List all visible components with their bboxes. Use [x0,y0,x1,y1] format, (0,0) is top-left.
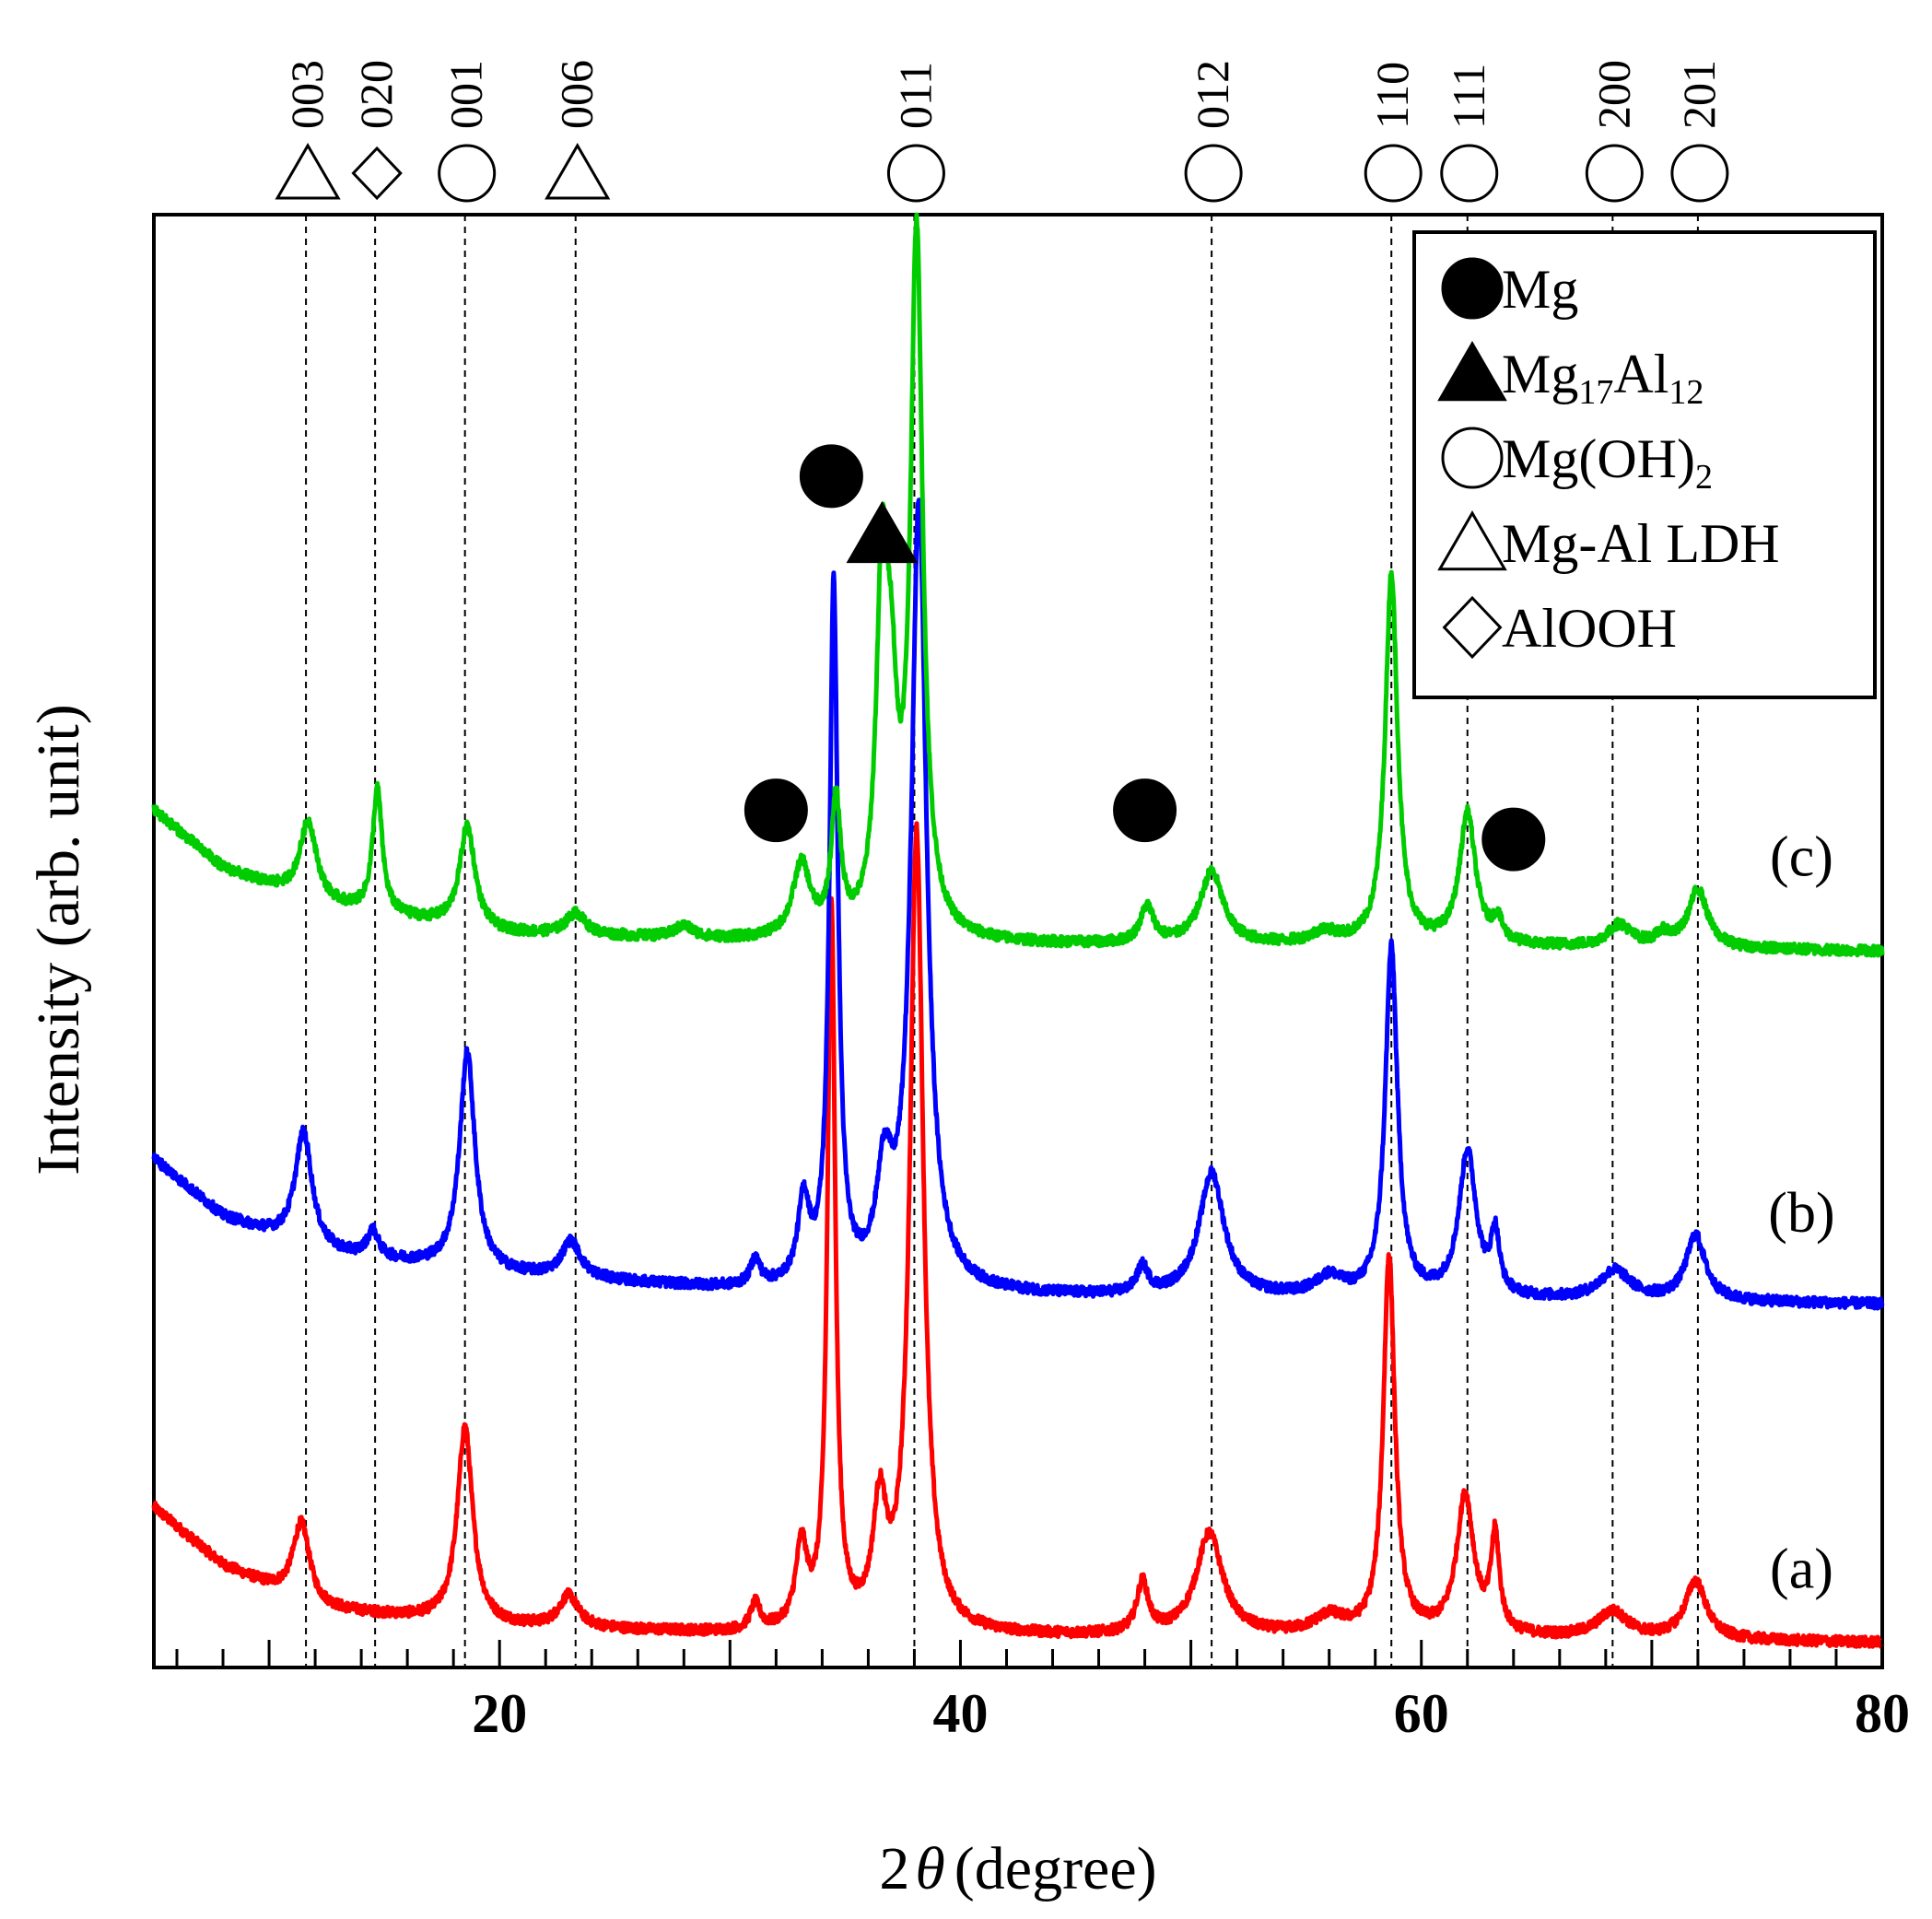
peak-marker-3 [744,778,808,843]
legend-marker-4 [1437,510,1507,571]
legend-label-2: Mg17Al12 [1502,344,1704,412]
reference-label-111: 111 [1443,64,1494,129]
reference-marker-110 [1364,144,1423,203]
x-axis-label-text: (degree) [954,1835,1157,1902]
legend-label-5: AlOOH [1502,598,1677,659]
peak-markers [744,444,1546,872]
x-tick-label-40: 40 [932,1683,988,1744]
series-tag-c: (c) [1770,826,1833,889]
reference-marker-020 [351,146,403,201]
legend-label-1: Mg [1502,259,1578,320]
reference-label-003: 003 [281,60,333,129]
series-tags: (a) (b) (c) [1768,826,1834,1601]
plot-frame [152,213,1884,1669]
reference-label-110: 110 [1366,62,1418,129]
reference-label-020: 020 [350,60,402,129]
peak-marker-5 [1481,807,1546,872]
legend-marker-1 [1441,257,1504,320]
y-axis-label: Intensity (arb. unit) [25,704,92,1175]
legend-marker-5 [1442,595,1503,660]
series-line-b [151,497,1885,1311]
reference-label-200: 200 [1587,60,1639,129]
reference-label-201: 201 [1673,60,1725,129]
peak-marker-2 [846,500,919,564]
peak-marker-4 [1113,778,1177,843]
series-layer [151,212,1885,1649]
peak-marker-1 [799,444,863,509]
reference-marker-003 [275,143,341,200]
reference-marker-200 [1585,144,1644,203]
series-line-c [151,212,1885,958]
series-tag-b: (b) [1768,1182,1834,1245]
reference-label-011: 011 [889,62,941,129]
reference-marker-012 [1184,144,1243,203]
reference-label-006: 006 [551,60,603,129]
reference-marker-011 [886,144,945,203]
x-axis-label-symbol: θ [915,1835,944,1902]
x-axis-label-prefix: 2 [879,1835,909,1902]
x-tick-label-20: 20 [472,1683,527,1744]
x-axis-label: 2θ (degree) [879,1835,1156,1902]
reference-marker-201 [1670,144,1729,203]
legend-label-4: Mg-Al LDH [1502,513,1780,574]
legend-marker-2 [1437,341,1507,402]
reference-label-012: 012 [1187,60,1238,129]
series-line-a [151,821,1885,1649]
reference-marker-001 [438,144,497,203]
x-tick-label-60: 60 [1394,1683,1449,1744]
reference-marker-006 [544,143,611,200]
legend-marker-3 [1441,427,1504,489]
legend-label-3: Mg(OH)2 [1502,428,1713,497]
reference-label-001: 001 [440,60,492,129]
x-tick-label-80: 80 [1855,1683,1910,1744]
x-axis-ticks: 20 40 60 80 [175,1640,1910,1744]
legend: Mg Mg17Al12 Mg(OH)2 Mg-Al LDH AlOOH [1412,230,1877,699]
reference-marker-111 [1440,144,1499,203]
series-tag-a: (a) [1770,1538,1833,1600]
